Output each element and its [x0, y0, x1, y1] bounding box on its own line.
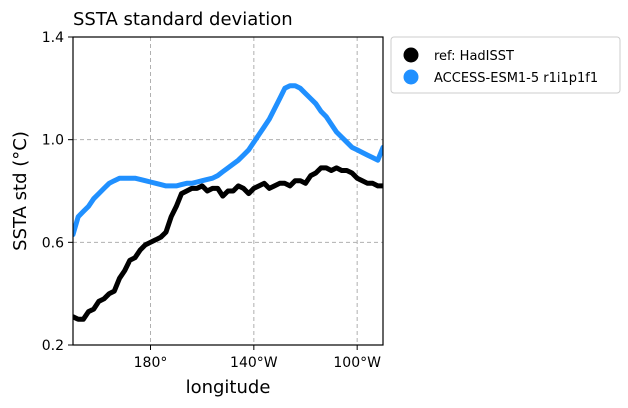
y-tick-label: 0.6	[42, 235, 64, 251]
x-tick-label: 180°	[134, 355, 168, 371]
legend-marker-hadisst	[403, 47, 419, 63]
x-axis-ticks: 180° 140°W 100°W	[134, 345, 381, 371]
series-lines	[73, 83, 383, 322]
y-tick-label: 1.4	[42, 30, 64, 46]
y-axis-ticks: 0.2 0.6 1.0 1.4	[42, 30, 73, 354]
x-tick-label: 100°W	[333, 355, 381, 371]
y-tick-label: 0.2	[42, 338, 64, 354]
y-axis-label: SSTA std (°C)	[10, 131, 31, 251]
chart-title: SSTA standard deviation	[73, 9, 293, 30]
series-line-hadisst	[73, 165, 383, 322]
legend-label-access: ACCESS-ESM1-5 r1i1p1f1	[434, 71, 598, 86]
legend-box	[390, 36, 621, 94]
x-tick-label: 140°W	[230, 355, 278, 371]
y-tick-label: 1.0	[42, 133, 64, 149]
plot-frame	[72, 36, 384, 346]
x-axis-label: longitude	[186, 377, 271, 398]
legend-label-hadisst: ref: HadISST	[434, 49, 514, 64]
series-line-access	[73, 83, 383, 238]
legend: ref: HadISST ACCESS-ESM1-5 r1i1p1f1	[390, 36, 621, 94]
legend-marker-access	[403, 69, 419, 85]
